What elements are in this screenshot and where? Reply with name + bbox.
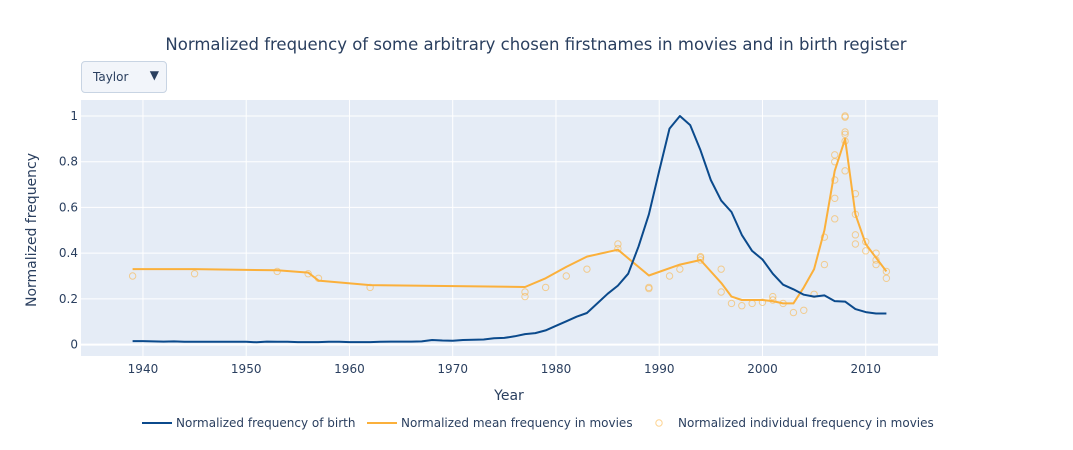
legend-item[interactable]: Normalized frequency of birth <box>142 416 355 430</box>
movie-frequency-point <box>645 284 653 293</box>
x-tick-label: 1970 <box>437 362 468 376</box>
movie-frequency-point <box>304 270 312 278</box>
movie-frequency-point <box>831 176 839 184</box>
y-tick-label: 0 <box>70 338 78 352</box>
movie-frequency-point <box>521 292 529 301</box>
movie-frequency-point <box>562 272 570 280</box>
x-tick-label: 2010 <box>850 362 881 376</box>
x-tick-label: 1950 <box>231 362 262 376</box>
movie-frequency-point <box>800 306 808 314</box>
x-tick-labels: 1940 1950 1960 1970 1980 1990 2000 2010 <box>128 362 881 376</box>
y-tick-label: 0.2 <box>59 292 78 306</box>
movie-frequency-point <box>614 244 622 253</box>
x-tick-label: 1940 <box>128 362 159 376</box>
movie-frequency-point <box>789 308 798 317</box>
movie-frequency-point <box>583 265 591 273</box>
movie-frequency-point <box>851 231 860 239</box>
x-tick-label: 1990 <box>644 362 675 376</box>
chevron-down-icon: ▼ <box>149 68 159 82</box>
legend-label: Normalized frequency of birth <box>176 416 355 430</box>
series-1 <box>132 137 888 305</box>
movie-frequency-point <box>831 215 839 223</box>
legend-marker-swatch <box>655 419 663 427</box>
x-tick-label: 2000 <box>747 362 778 376</box>
dropdown-selected-value: Taylor <box>93 70 129 84</box>
movie-frequency-point <box>614 240 622 248</box>
y-tick-label: 0.4 <box>59 246 78 260</box>
movie-frequency-point <box>841 167 849 175</box>
movie-frequency-point <box>769 292 777 301</box>
x-tick-label: 1960 <box>334 362 365 376</box>
movie-frequency-point <box>851 240 860 248</box>
movie-frequency-point <box>820 260 829 269</box>
legend-label: Normalized individual frequency in movie… <box>678 416 934 430</box>
movie-frequency-point <box>862 247 870 255</box>
movie-frequency-point <box>190 270 199 278</box>
series-0 <box>132 115 887 344</box>
movie-frequency-point <box>831 194 839 202</box>
legend-item[interactable]: Normalized individual frequency in movie… <box>655 416 934 430</box>
y-axis-label: Normalized frequency <box>24 153 40 307</box>
y-tick-label: 0.6 <box>59 200 78 214</box>
series-layer <box>128 112 891 344</box>
chart-title: Normalized frequency of some arbitrary c… <box>165 35 906 54</box>
movie-frequency-point <box>717 265 725 273</box>
legend[interactable]: Normalized frequency of birth Normalized … <box>142 416 934 430</box>
legend-label: Normalized mean frequency in movies <box>401 416 633 430</box>
movie-frequency-point <box>882 274 891 282</box>
movie-frequency-point <box>676 265 684 273</box>
y-tick-label: 1 <box>70 109 78 123</box>
movie-frequency-point <box>727 299 736 308</box>
movie-frequency-point <box>128 272 137 280</box>
birth-frequency-line <box>132 115 887 344</box>
x-tick-label: 1980 <box>541 362 572 376</box>
y-tick-label: 0.8 <box>59 155 78 169</box>
movie-frequency-point <box>872 260 880 269</box>
movie-frequency-point <box>717 288 725 296</box>
movie-frequency-point <box>738 302 746 310</box>
y-tick-labels: 0 0.2 0.4 0.6 0.8 1 <box>59 109 78 352</box>
movie-frequency-point <box>841 128 849 136</box>
movie-frequency-point <box>541 283 550 292</box>
legend-item[interactable]: Normalized mean frequency in movies <box>367 416 633 430</box>
plot-background <box>81 100 938 356</box>
movie-frequency-point <box>841 113 849 121</box>
x-gridlines <box>142 100 867 356</box>
movie-frequency-point <box>521 288 529 296</box>
movie-frequency-point <box>665 272 674 280</box>
x-axis-label: Year <box>493 388 524 404</box>
movie-mean-line <box>132 137 888 305</box>
name-dropdown[interactable]: Taylor ▼ <box>81 61 167 93</box>
